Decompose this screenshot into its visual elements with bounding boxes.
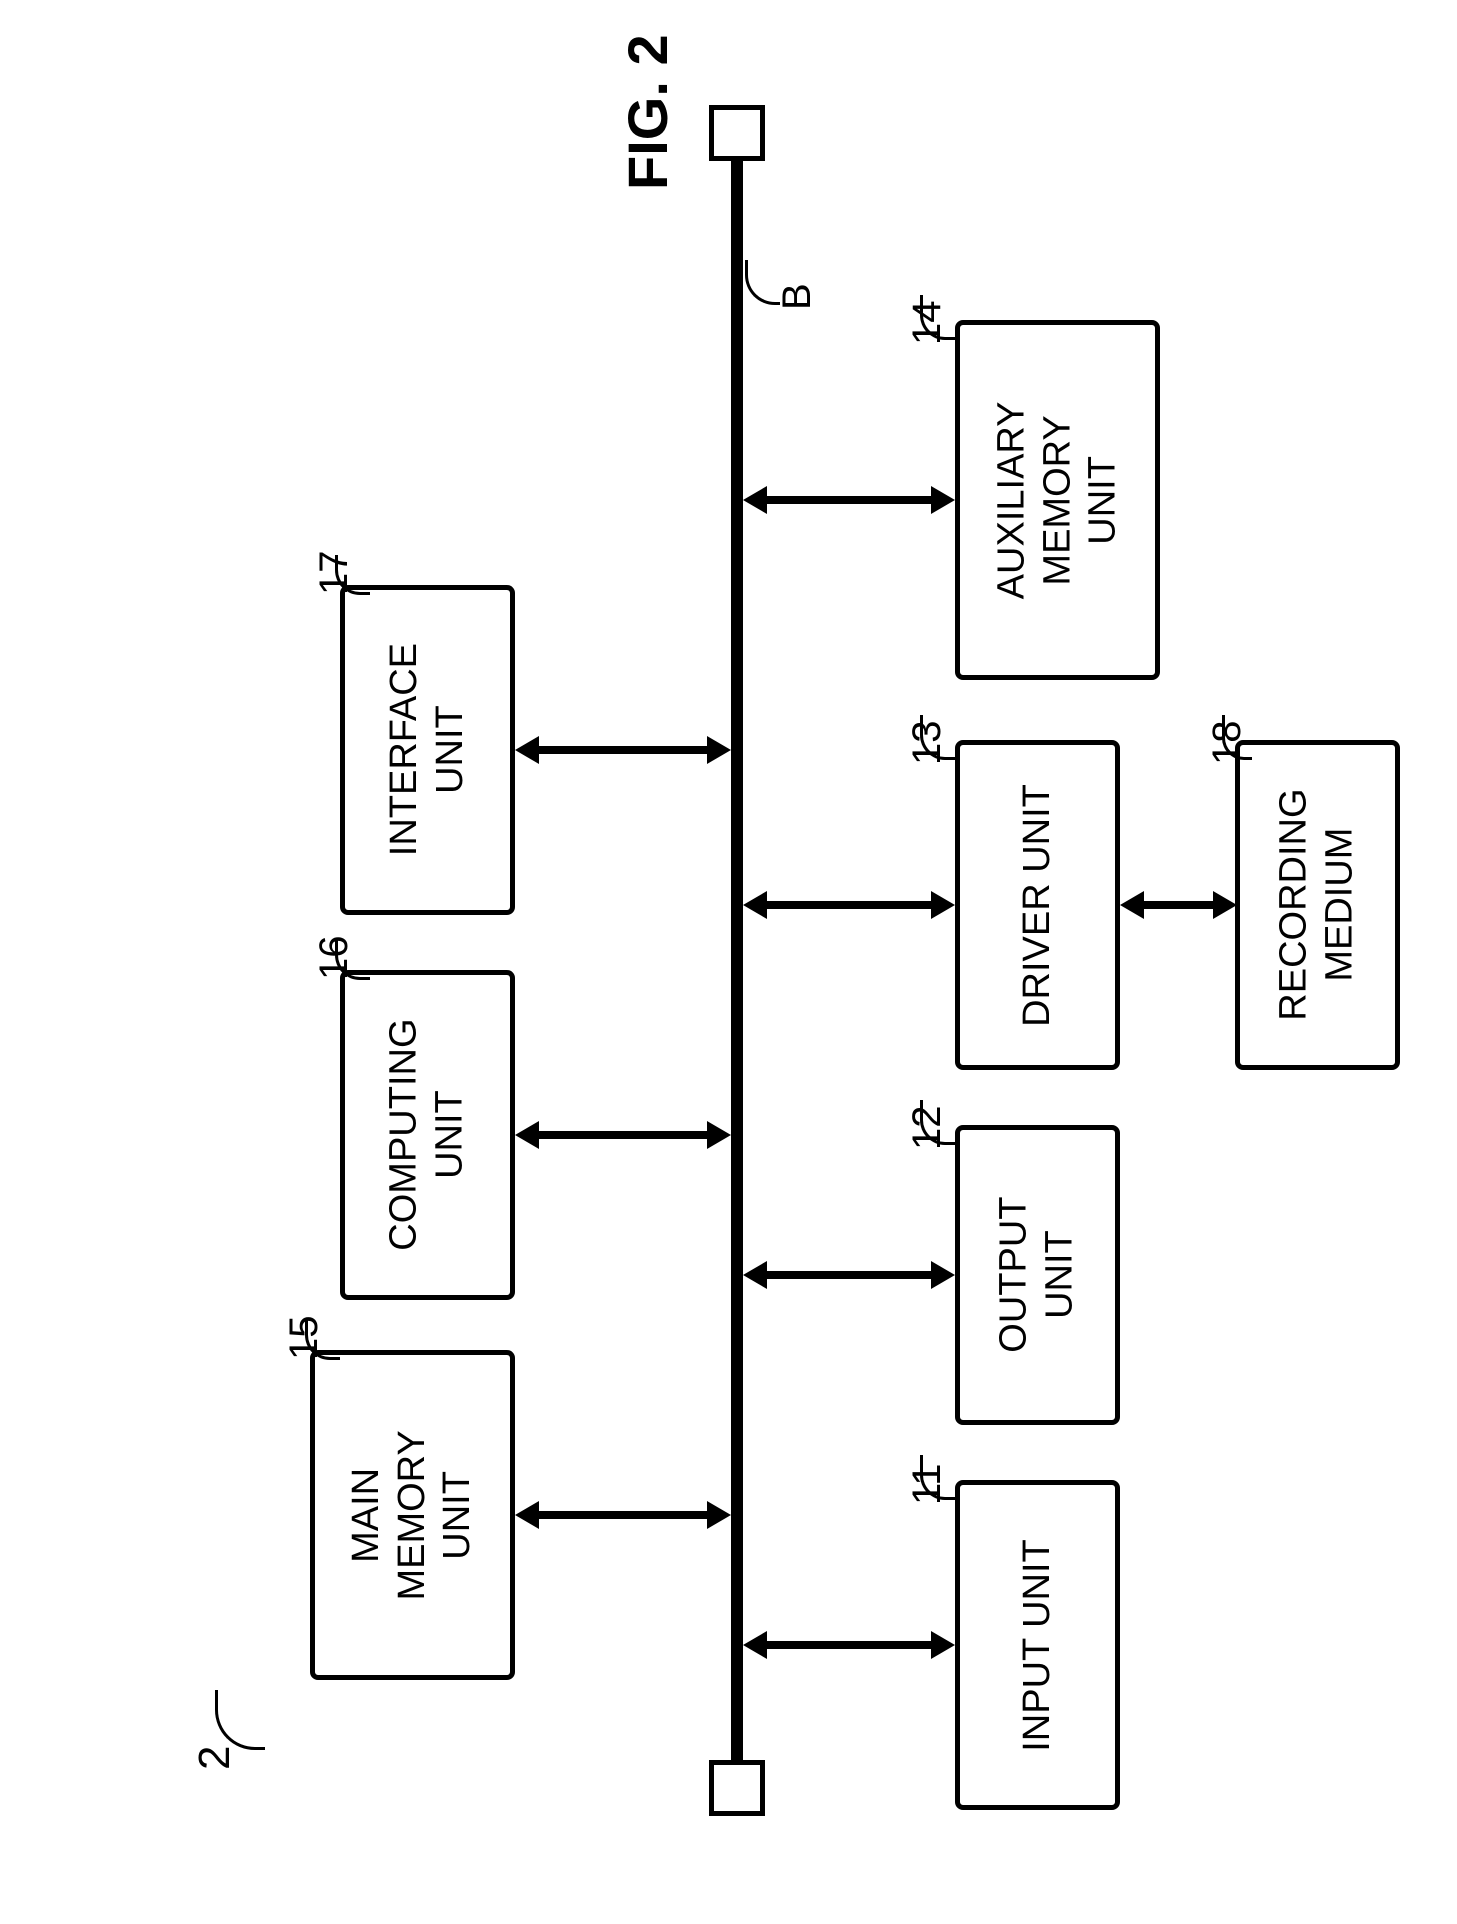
block-label-auxiliary-memory-unit: AUXILIARYMEMORYUNIT [989,401,1126,599]
block-output-unit: OUTPUTUNIT [955,1125,1120,1425]
bus-line [731,140,743,1780]
block-recording-medium: RECORDINGMEDIUM [1235,740,1400,1070]
arrow-line-11 [758,1641,938,1649]
block-label-driver-unit: DRIVER UNIT [1016,784,1059,1027]
arrow-head-13-right [931,891,955,919]
block-input-unit: INPUT UNIT [955,1480,1120,1810]
block-computing-unit: COMPUTINGUNIT [340,970,515,1300]
arrow-head-13-18-right [1213,891,1237,919]
arrow-head-16-left [515,1121,539,1149]
block-label-input-unit: INPUT UNIT [1016,1539,1059,1752]
figure-title: FIG. 2 [615,34,680,190]
diagram-ref-label: 2 [190,1746,240,1770]
block-label-computing-unit: COMPUTINGUNIT [382,1019,473,1251]
block-main-memory-unit: MAINMEMORYUNIT [310,1350,515,1680]
arrow-head-17-right [707,736,731,764]
arrow-head-15-right [707,1501,731,1529]
block-label-recording-medium: RECORDINGMEDIUM [1272,789,1363,1021]
arrow-head-12-left [743,1261,767,1289]
arrow-head-11-left [743,1631,767,1659]
arrow-head-14-right [931,486,955,514]
bus-terminal-bottom [709,1760,765,1816]
arrow-line-16 [530,1131,720,1139]
block-label-main-memory-unit: MAINMEMORYUNIT [344,1430,481,1600]
arrow-head-16-right [707,1121,731,1149]
arrow-line-14 [758,496,938,504]
arrow-head-13-18-left [1120,891,1144,919]
arrow-head-13-left [743,891,767,919]
arrow-line-12 [758,1271,938,1279]
arrow-head-14-left [743,486,767,514]
arrow-head-12-right [931,1261,955,1289]
arrow-line-15 [530,1511,720,1519]
arrow-line-17 [530,746,720,754]
arrow-line-13-18 [1135,901,1220,909]
bus-label: B [775,283,820,310]
block-interface-unit: INTERFACEUNIT [340,585,515,915]
block-auxiliary-memory-unit: AUXILIARYMEMORYUNIT [955,320,1160,680]
bus-label-curve [745,260,780,305]
arrow-line-13 [758,901,938,909]
block-label-interface-unit: INTERFACEUNIT [382,643,473,856]
diagram-ref-curve [215,1690,265,1750]
block-driver-unit: DRIVER UNIT [955,740,1120,1070]
block-label-output-unit: OUTPUTUNIT [992,1197,1083,1353]
bus-terminal-top [709,105,765,161]
arrow-head-17-left [515,736,539,764]
arrow-head-15-left [515,1501,539,1529]
arrow-head-11-right [931,1631,955,1659]
